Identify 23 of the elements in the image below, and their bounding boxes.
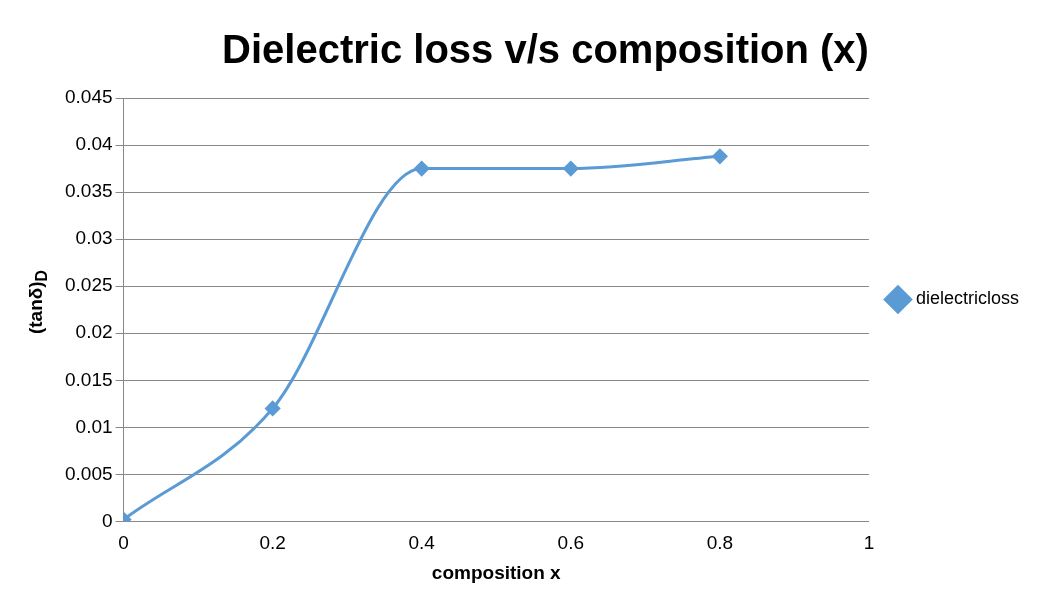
y-tick-label: 0.005 <box>65 462 113 484</box>
chart-title: Dielectric loss v/s composition (x) <box>222 27 869 72</box>
x-axis-title: composition x <box>431 561 562 583</box>
x-tick-label: 0.4 <box>408 532 436 554</box>
point <box>712 148 728 164</box>
y-tick-label: 0.015 <box>65 368 113 390</box>
point <box>563 161 579 177</box>
x-tick-label: 0 <box>118 532 129 554</box>
y-tick-label: 0.03 <box>75 227 113 249</box>
x-tick-label: 0.6 <box>557 532 585 554</box>
y-tick-label: 0.025 <box>65 274 113 296</box>
point <box>414 161 430 177</box>
legend-label: dielectricloss <box>915 288 1020 309</box>
y-tick-label: 0.045 <box>65 86 113 108</box>
y-tick-label: 0.02 <box>75 321 113 343</box>
y-tick-label: 0.04 <box>75 133 113 155</box>
x-tick-label: 0.2 <box>259 532 286 554</box>
y-tick-label: 0.01 <box>75 415 113 437</box>
x-tick-label: 0.8 <box>706 532 734 554</box>
y-tick-label: 0.035 <box>65 180 113 202</box>
y-tick-label: 0 <box>101 509 113 531</box>
point <box>265 400 281 416</box>
x-tick-label: 1 <box>863 532 875 554</box>
